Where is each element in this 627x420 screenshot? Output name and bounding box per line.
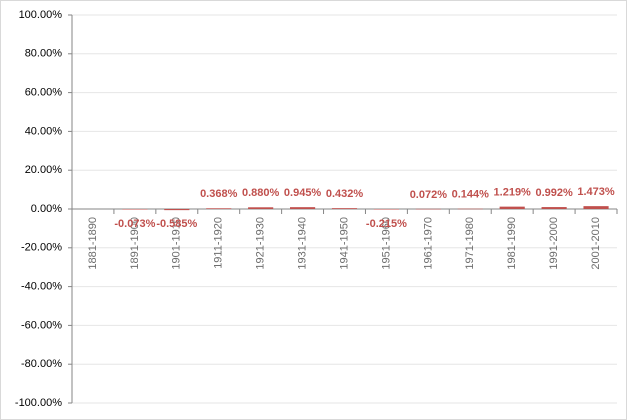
y-tick-label: 100.00% [19, 9, 63, 21]
value-label: 1.473% [577, 186, 615, 198]
x-tick-label: 1941-1950 [338, 217, 350, 270]
y-tick-label: -40.00% [21, 281, 62, 293]
bar [499, 206, 525, 209]
value-label: -0.215% [366, 218, 407, 230]
bar [122, 209, 148, 210]
x-tick-label: 1921-1930 [255, 217, 267, 270]
y-tick-label: 60.00% [25, 87, 63, 99]
value-label: 0.880% [242, 187, 280, 199]
value-label: 0.432% [326, 188, 364, 200]
bar [164, 209, 190, 211]
value-label: -0.585% [156, 218, 197, 230]
value-label: 0.144% [452, 189, 490, 201]
value-label: -0.073% [114, 218, 155, 230]
bar [331, 208, 358, 209]
bar [541, 207, 567, 209]
value-label: 1.219% [494, 187, 532, 199]
x-tick-label: 2001-2010 [590, 217, 602, 270]
x-tick-label: 1901-1910 [171, 217, 183, 270]
y-tick-label: 80.00% [25, 48, 63, 60]
bar [206, 208, 232, 209]
bar [415, 208, 441, 210]
value-label: 0.368% [200, 188, 238, 200]
y-tick-label: 0.00% [31, 203, 62, 215]
x-tick-label: 1991-2000 [548, 217, 560, 270]
x-tick-label: 1951-1960 [380, 217, 392, 270]
y-tick-label: 20.00% [25, 164, 63, 176]
x-tick-label: 1911-1920 [213, 217, 225, 269]
bar [290, 207, 316, 209]
y-tick-label: -100.00% [15, 397, 62, 409]
x-tick-label: 1961-1970 [422, 217, 434, 270]
x-tick-label: 1971-1980 [464, 217, 476, 270]
bar [457, 208, 483, 210]
bar [248, 207, 274, 209]
bar [373, 209, 399, 210]
x-tick-label: 1931-1940 [296, 217, 308, 270]
y-tick-label: -60.00% [21, 319, 62, 331]
y-tick-label: -80.00% [21, 358, 62, 370]
y-tick-label: -20.00% [21, 242, 62, 254]
value-label: 0.072% [410, 189, 448, 201]
value-label: 0.992% [535, 187, 573, 199]
x-tick-label: 1881-1890 [87, 217, 99, 270]
value-label: 0.945% [284, 187, 322, 199]
x-tick-label: 1981-1990 [506, 217, 518, 270]
y-tick-label: 40.00% [25, 125, 63, 137]
x-tick-label: 1891-1900 [129, 217, 141, 270]
bar [583, 206, 609, 209]
